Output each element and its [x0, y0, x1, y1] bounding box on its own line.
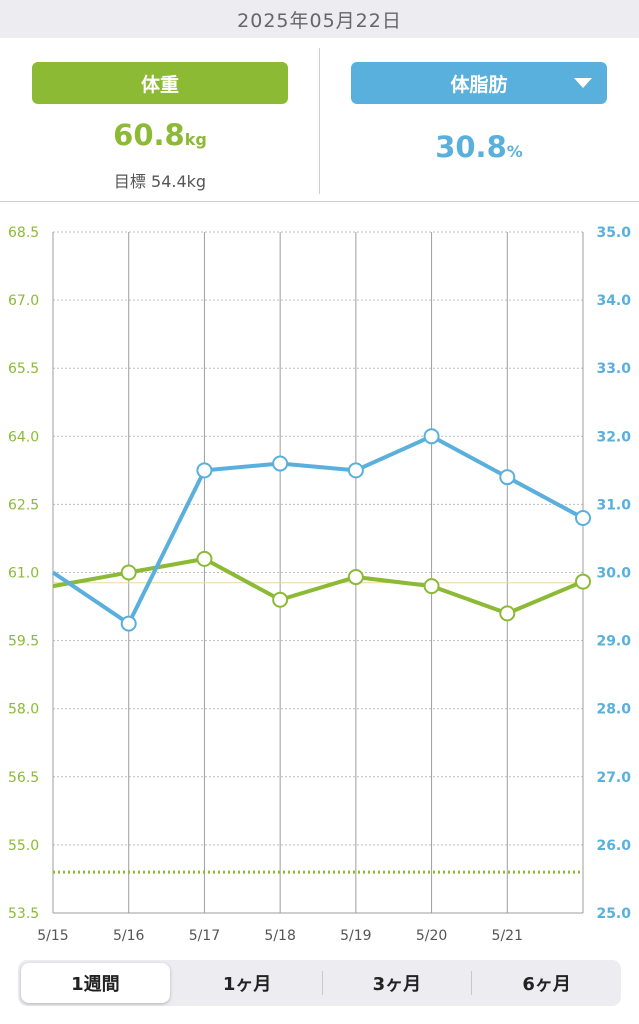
x-tick-label: 5/19: [340, 928, 371, 944]
tab-separator: [321, 971, 323, 995]
body-fat-unit: %: [506, 142, 523, 161]
date-label: 2025年05月22日: [237, 9, 402, 32]
body-fat-tab-label: 体脂肪: [450, 73, 508, 96]
y-right-tick-label: 29.0: [596, 634, 631, 650]
weight-point: [347, 569, 364, 586]
period-tab-label: 1週間: [71, 974, 120, 995]
period-tab-3[interactable]: 3ヶ月: [323, 960, 472, 1006]
period-tab-label: 6ヶ月: [522, 974, 571, 995]
weight-line: [52, 556, 584, 616]
y-right-tick-label: 27.0: [596, 770, 631, 786]
weight-unit: kg: [184, 130, 207, 149]
y-left-tick-label: 64.0: [8, 429, 39, 445]
summary-header: 体重 60.8kg 目標 54.4kg 体脂肪 30.8%: [0, 38, 639, 202]
body-fat-number: 30.8: [435, 130, 507, 164]
date-header: 2025年05月22日: [0, 0, 639, 38]
weight-point: [272, 591, 289, 608]
body-fat-point: [272, 455, 289, 472]
body-fat-line: [51, 434, 584, 626]
y-left-tick-label: 58.0: [8, 702, 39, 718]
y-right-tick-label: 33.0: [596, 361, 631, 377]
y-left-tick-label: 67.0: [8, 293, 39, 309]
body-fat-point: [120, 615, 137, 632]
panel-divider: [319, 48, 320, 194]
period-tab-2[interactable]: 1ヶ月: [173, 960, 322, 1006]
period-tab-1[interactable]: 1週間: [21, 963, 170, 1003]
body-fat-dropdown-button[interactable]: 体脂肪: [351, 62, 607, 104]
weight-number: 60.8: [113, 118, 185, 152]
body-fat-value: 30.8%: [351, 130, 607, 164]
body-fat-point: [499, 469, 516, 486]
y-left-tick-label: 59.5: [8, 634, 39, 650]
y-left-tick-label: 55.0: [8, 838, 39, 854]
period-tab-4[interactable]: 6ヶ月: [472, 960, 621, 1006]
y-right-tick-label: 35.0: [596, 225, 631, 241]
y-left-tick-label: 61.0: [8, 566, 39, 582]
x-tick-label: 5/16: [113, 928, 145, 944]
weight-point: [196, 550, 213, 567]
x-tick-label: 5/17: [189, 928, 220, 944]
y-right-tick-label: 32.0: [596, 429, 631, 445]
weight-point: [575, 573, 591, 590]
weight-point: [120, 564, 137, 581]
x-tick-label: 5/20: [416, 928, 447, 944]
y-left-tick-label: 53.5: [8, 906, 39, 922]
x-tick-label: 5/21: [492, 928, 523, 944]
y-left-tick-label: 68.5: [8, 225, 39, 241]
y-right-tick-label: 31.0: [596, 497, 631, 513]
period-tab-label: 3ヶ月: [372, 974, 422, 995]
trend-chart[interactable]: 68.5 35.0 67.0 34.0 65.5 33.0 64.0 32.0 62.5 31.0…: [0, 202, 639, 950]
tab-separator: [471, 971, 473, 995]
y-left-tick-label: 62.5: [8, 497, 39, 513]
y-left-tick-label: 56.5: [8, 770, 39, 786]
trend-chart-svg: 68.5 35.0 67.0 34.0 65.5 33.0 64.0 32.0 62.5 31.0…: [8, 225, 631, 944]
body-fat-point: [347, 462, 364, 479]
y-left-tick-label: 65.5: [8, 361, 39, 377]
weight-value: 60.8kg: [32, 118, 288, 152]
weight-goal: 目標 54.4kg: [113, 172, 207, 191]
weight-tab-button[interactable]: 体重: [32, 62, 288, 104]
body-fat-point: [423, 428, 440, 445]
body-fat-point: [196, 462, 213, 479]
y-right-tick-label: 30.0: [596, 566, 631, 582]
period-selector: 1週間 1ヶ月 3ヶ月 6ヶ月: [18, 960, 621, 1006]
chevron-down-icon: [574, 78, 592, 88]
weight-tab-label: 体重: [140, 73, 179, 96]
y-right-tick-label: 26.0: [596, 838, 631, 854]
weight-point: [499, 605, 516, 622]
weight-point: [423, 578, 440, 595]
y-right-tick-label: 25.0: [596, 906, 631, 922]
y-right-tick-label: 34.0: [596, 293, 631, 309]
x-tick-label: 5/18: [264, 928, 295, 944]
y-right-tick-label: 28.0: [596, 702, 631, 718]
x-tick-label: 5/15: [37, 928, 68, 944]
body-fat-point: [575, 510, 591, 527]
period-tab-label: 1ヶ月: [222, 974, 272, 995]
